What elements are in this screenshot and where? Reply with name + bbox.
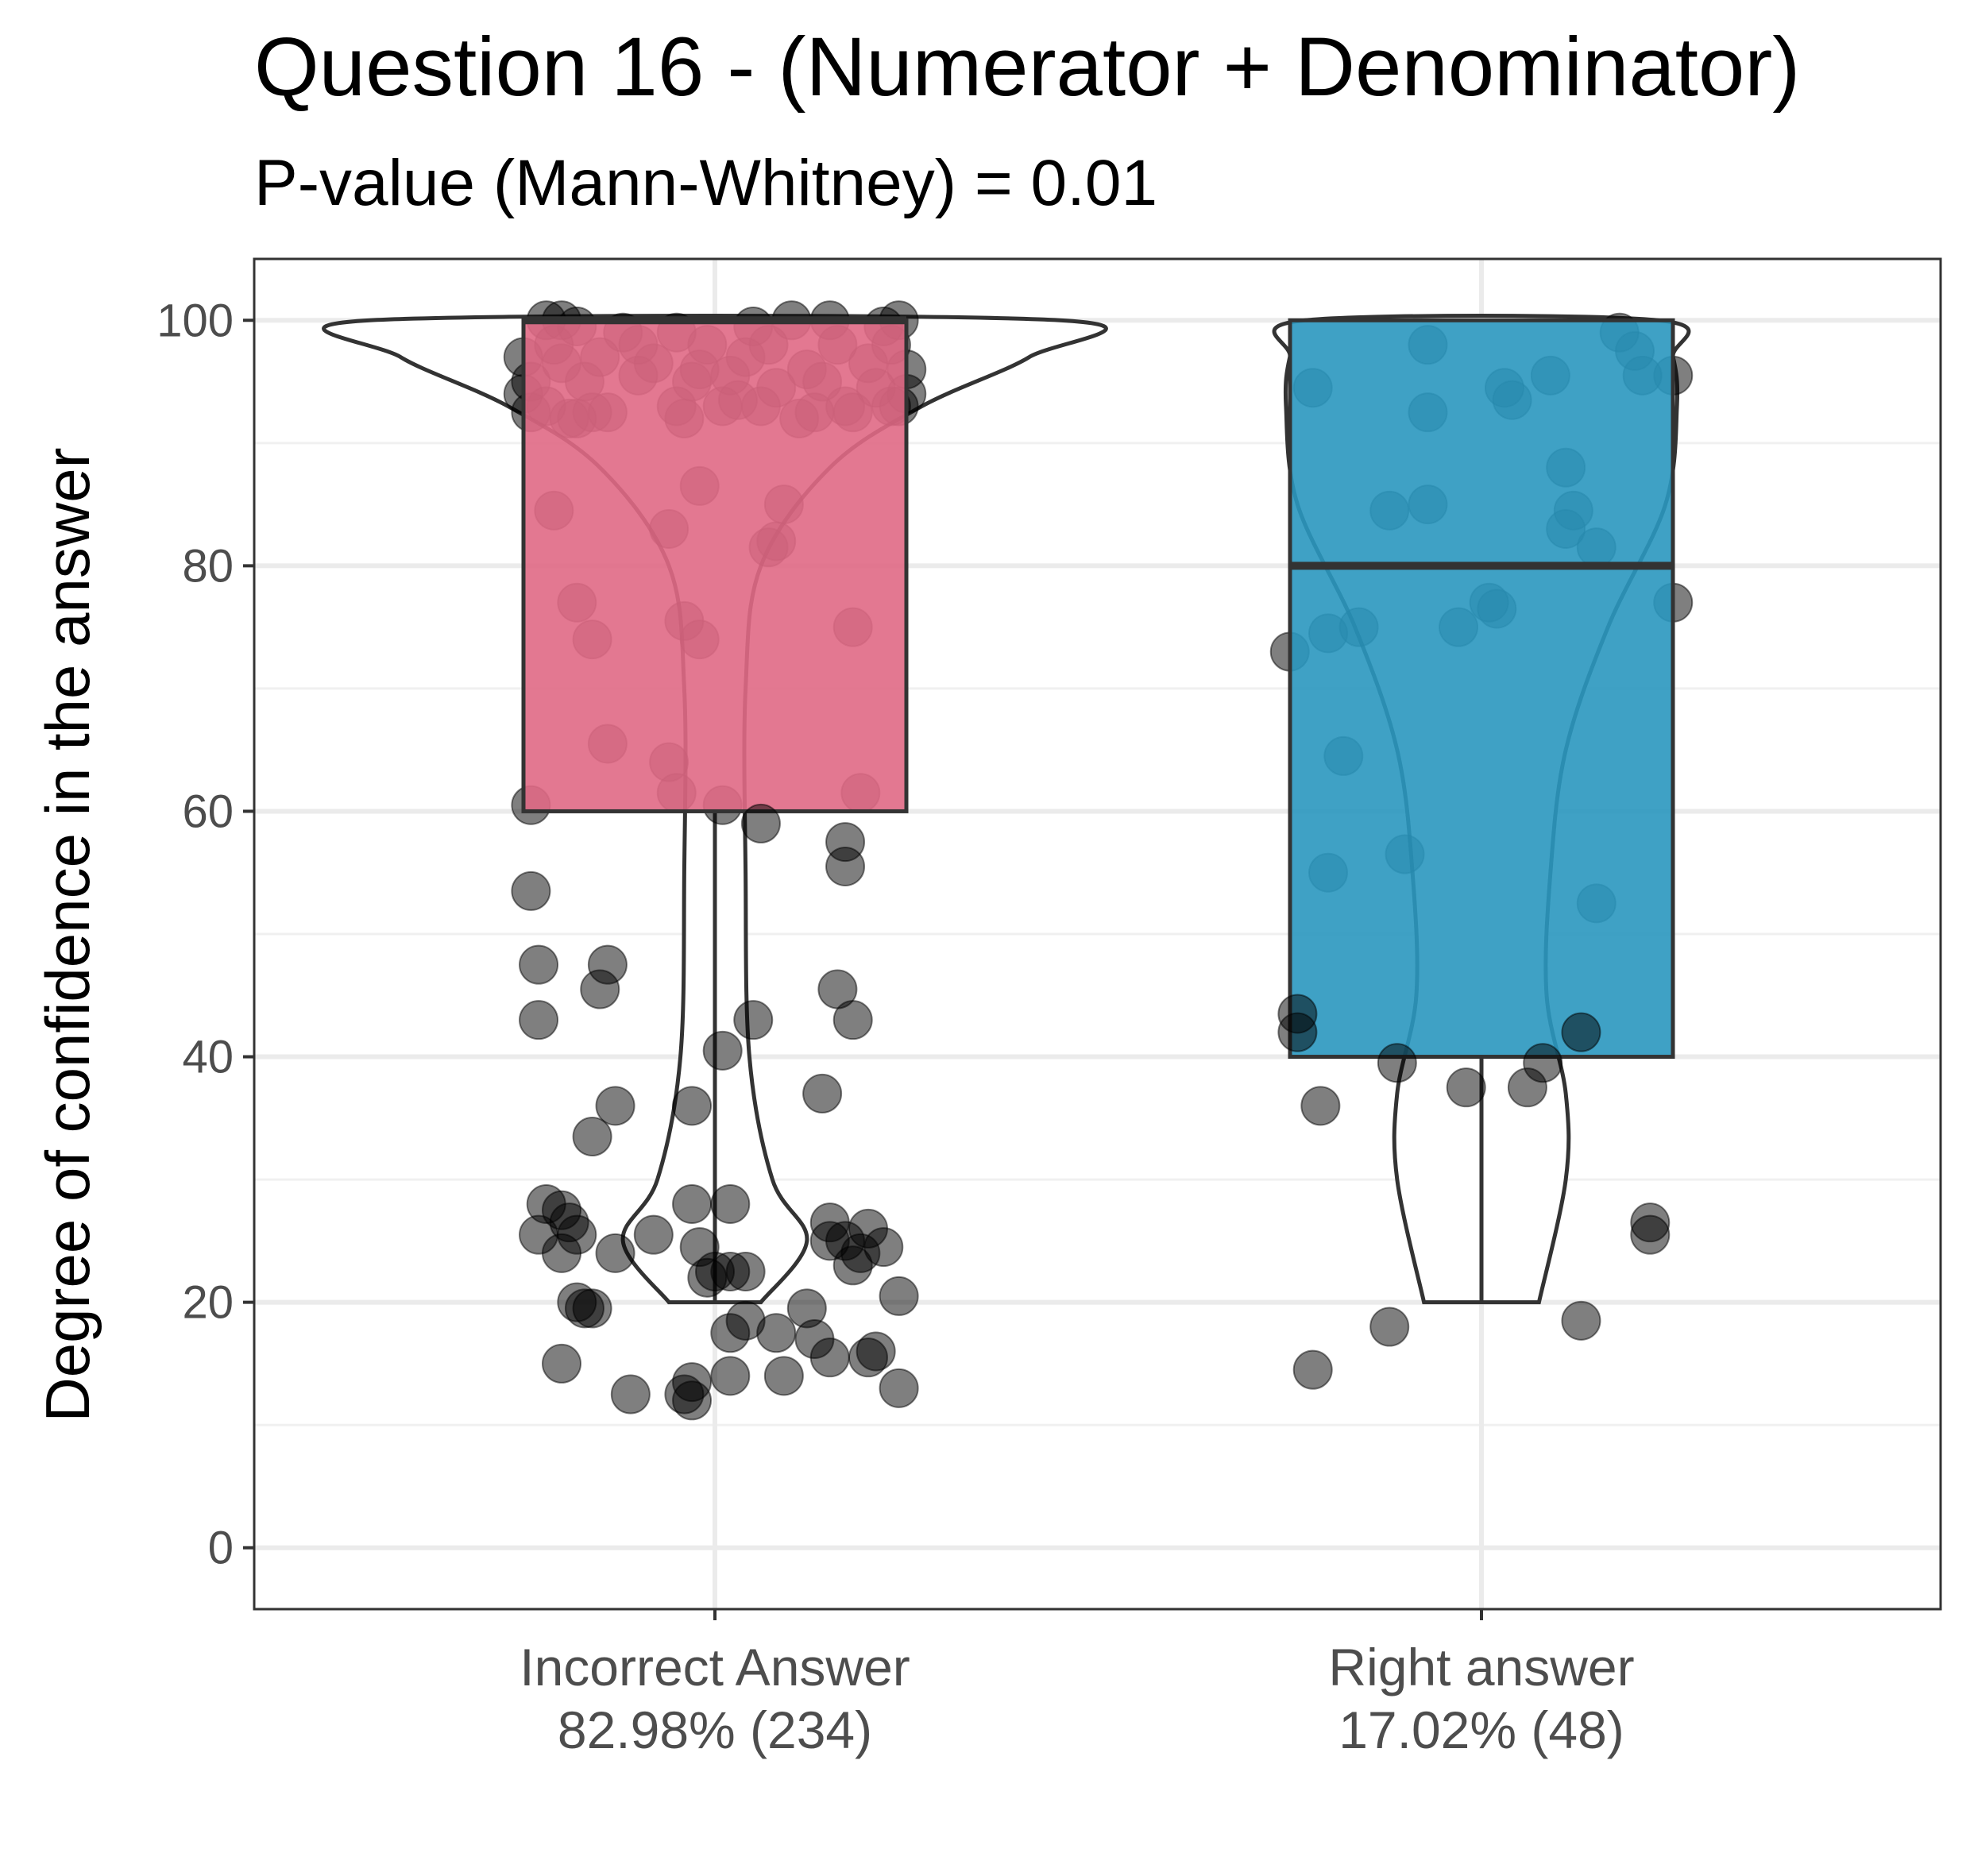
y-tick-label: 100 — [156, 295, 234, 346]
data-point — [519, 944, 559, 985]
data-point — [1369, 1307, 1410, 1347]
data-point — [879, 1276, 919, 1316]
box-1 — [1288, 318, 1675, 1060]
data-point — [519, 1000, 559, 1040]
chart-title: Question 16 - (Numerator + Denominator) — [254, 21, 1800, 114]
panel-border — [253, 257, 1942, 1611]
data-point — [825, 847, 866, 886]
data-point — [672, 1362, 713, 1403]
data-point — [733, 1000, 774, 1040]
data-point — [1446, 1067, 1486, 1108]
data-point — [809, 1338, 850, 1378]
data-point — [511, 870, 551, 911]
data-point — [879, 1368, 919, 1408]
data-point — [610, 1374, 651, 1415]
y-tick-label: 40 — [182, 1032, 234, 1083]
data-point — [763, 1356, 804, 1396]
data-point — [633, 1214, 674, 1255]
data-point — [1300, 1086, 1341, 1126]
data-point — [672, 1184, 713, 1224]
data-point — [1561, 1300, 1601, 1341]
data-point — [848, 1338, 888, 1378]
chart-subtitle: P-value (Mann-Whitney) = 0.01 — [254, 147, 1157, 219]
data-point — [1377, 1043, 1417, 1083]
data-point — [710, 1184, 751, 1224]
data-point — [1561, 1012, 1601, 1052]
data-point — [756, 1313, 797, 1353]
data-point — [740, 803, 781, 843]
data-point — [1507, 1067, 1547, 1108]
y-tick-label: 20 — [182, 1277, 234, 1329]
data-point — [1630, 1214, 1671, 1255]
data-point — [672, 1086, 713, 1126]
x-tick-sublabel: 17.02% (48) — [1338, 1700, 1624, 1759]
data-point — [595, 1233, 635, 1273]
data-point — [832, 1000, 873, 1040]
x-tick-sublabel: 82.98% (234) — [558, 1700, 872, 1759]
data-point — [687, 1257, 728, 1298]
data-point — [595, 1086, 635, 1126]
data-point — [572, 1117, 612, 1156]
y-tick-label: 80 — [182, 540, 234, 592]
x-tick-label: Right answer — [1328, 1638, 1634, 1697]
data-point — [710, 1356, 751, 1396]
data-point — [572, 1288, 612, 1329]
x-tick-label: Incorrect Answer — [520, 1638, 910, 1697]
data-point — [580, 969, 620, 1009]
y-tick-label: 0 — [208, 1523, 234, 1574]
y-tick-label: 60 — [182, 786, 234, 837]
box-0 — [521, 318, 909, 813]
data-point — [1292, 1349, 1333, 1390]
data-point — [802, 1073, 843, 1114]
y-axis-label: Degree of confidence in the answer — [33, 447, 102, 1422]
data-point — [542, 1343, 581, 1384]
data-point — [1277, 1012, 1318, 1052]
data-point — [725, 1252, 766, 1291]
data-point — [542, 1233, 581, 1273]
data-point — [702, 1030, 743, 1071]
data-point — [840, 1233, 881, 1273]
